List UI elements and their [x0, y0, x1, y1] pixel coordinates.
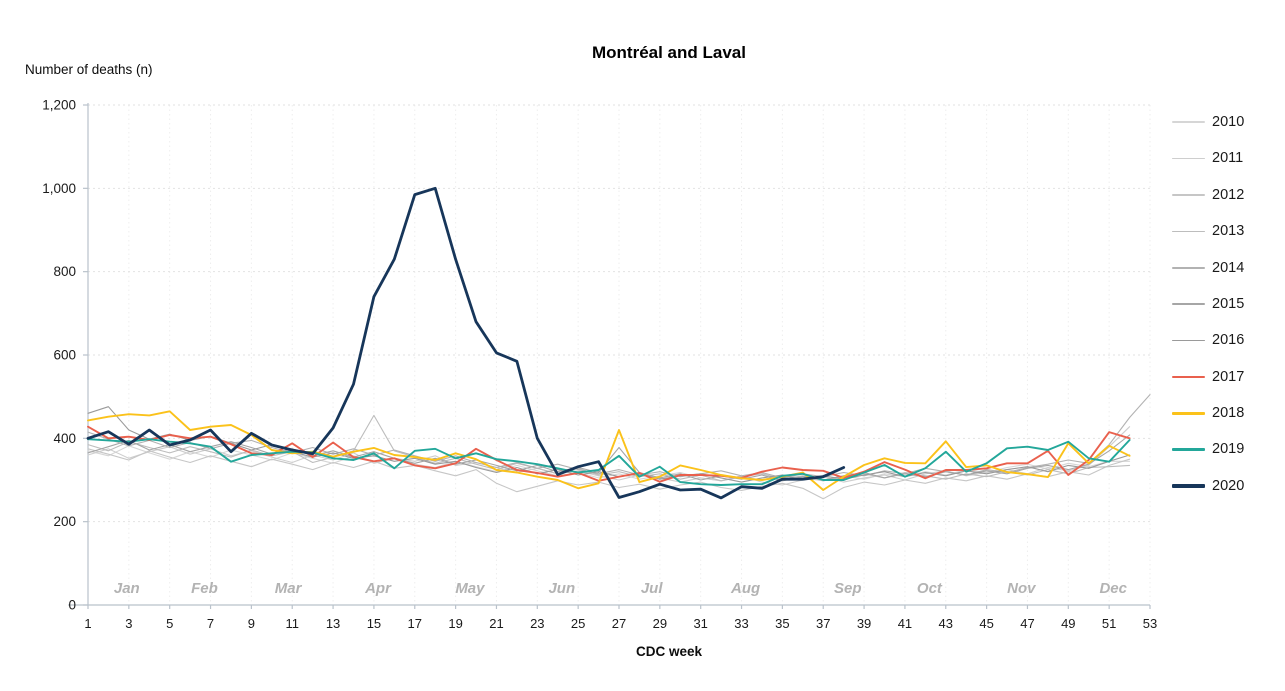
legend-item-2012: 2012 — [1172, 177, 1282, 213]
legend-swatch-2018 — [1172, 412, 1205, 415]
series-line-2020 — [86, 186, 846, 500]
legend-swatch-2014 — [1172, 267, 1205, 269]
legend-item-2016: 2016 — [1172, 322, 1282, 358]
series-line-2012 — [87, 448, 1131, 500]
series-line-2013 — [87, 414, 1131, 482]
legend-swatch-2013 — [1172, 230, 1205, 233]
month-label-sep: Sep — [834, 580, 862, 597]
month-label-may: May — [455, 580, 485, 597]
month-label-jun: Jun — [548, 580, 575, 597]
x-tick-label: 17 — [408, 616, 422, 631]
legend-label-2017: 2017 — [1212, 368, 1245, 385]
x-tick-label: 39 — [857, 616, 871, 631]
y-axis-title: Number of deaths (n) — [25, 62, 153, 77]
x-tick-label: 35 — [775, 616, 789, 631]
legend-label-2014: 2014 — [1212, 259, 1245, 276]
x-tick-label: 15 — [367, 616, 381, 631]
legend-swatch-2010 — [1172, 121, 1205, 123]
month-label-oct: Oct — [917, 580, 943, 597]
legend-label-2019: 2019 — [1212, 441, 1245, 458]
y-tick-label: 0 — [68, 598, 76, 613]
legend-swatch-2020 — [1172, 484, 1205, 488]
x-tick-label: 53 — [1143, 616, 1157, 631]
legend-label-2010: 2010 — [1212, 113, 1245, 130]
legend-item-2017: 2017 — [1172, 359, 1282, 395]
x-tick-label: 7 — [207, 616, 214, 631]
y-tick-label: 600 — [53, 348, 76, 363]
x-tick-label: 3 — [125, 616, 132, 631]
x-tick-label: 27 — [612, 616, 626, 631]
legend-label-2018: 2018 — [1212, 405, 1245, 422]
month-label-nov: Nov — [1007, 580, 1037, 597]
x-tick-label: 29 — [653, 616, 667, 631]
legend-swatch-2015 — [1172, 303, 1205, 305]
month-label-aug: Aug — [730, 580, 760, 597]
x-tick-label: 43 — [939, 616, 953, 631]
x-tick-label: 51 — [1102, 616, 1116, 631]
legend-label-2011: 2011 — [1212, 150, 1244, 167]
x-tick-label: 25 — [571, 616, 585, 631]
x-tick-label: 49 — [1061, 616, 1075, 631]
legend-label-2015: 2015 — [1212, 295, 1245, 312]
chart-title: Montréal and Laval — [592, 43, 746, 62]
x-tick-label: 11 — [285, 616, 299, 631]
legend-item-2013: 2013 — [1172, 213, 1282, 249]
series-line-2010 — [87, 445, 1131, 482]
legend-swatch-2011 — [1172, 157, 1205, 160]
legend-item-2010: 2010 — [1172, 104, 1282, 140]
month-label-jul: Jul — [641, 580, 664, 597]
x-tick-label: 37 — [816, 616, 830, 631]
x-tick-label: 13 — [326, 616, 340, 631]
y-tick-label: 800 — [53, 264, 76, 279]
legend-item-2018: 2018 — [1172, 395, 1282, 431]
x-tick-label: 41 — [898, 616, 912, 631]
series-line-2018 — [87, 410, 1131, 491]
x-tick-label: 1 — [84, 616, 91, 631]
x-tick-label: 47 — [1020, 616, 1034, 631]
legend-item-2019: 2019 — [1172, 432, 1282, 468]
y-tick-label: 200 — [53, 514, 76, 529]
x-tick-label: 21 — [489, 616, 503, 631]
legend-swatch-2016 — [1172, 339, 1205, 342]
y-tick-label: 400 — [53, 431, 76, 446]
legend-item-2011: 2011 — [1172, 140, 1282, 176]
month-label-dec: Dec — [1099, 580, 1127, 597]
legend-swatch-2017 — [1172, 375, 1205, 379]
series-line-2016 — [87, 406, 1131, 483]
legend-label-2013: 2013 — [1212, 223, 1245, 240]
series-line-2019 — [87, 438, 1131, 486]
x-tick-label: 45 — [979, 616, 993, 631]
y-tick-label: 1,000 — [42, 181, 76, 196]
legend-swatch-2019 — [1172, 448, 1205, 451]
x-tick-label: 19 — [448, 616, 462, 631]
y-tick-label: 1,200 — [42, 98, 76, 113]
x-tick-label: 9 — [248, 616, 255, 631]
month-label-jan: Jan — [114, 580, 140, 597]
x-tick-label: 31 — [693, 616, 707, 631]
x-tick-label: 33 — [734, 616, 748, 631]
legend-item-2015: 2015 — [1172, 286, 1282, 322]
legend-label-2020: 2020 — [1212, 477, 1245, 494]
legend-label-2012: 2012 — [1212, 186, 1245, 203]
legend-label-2016: 2016 — [1212, 332, 1245, 349]
legend-swatch-2012 — [1172, 194, 1205, 196]
legend-item-2014: 2014 — [1172, 250, 1282, 286]
month-label-mar: Mar — [275, 580, 303, 597]
month-label-apr: Apr — [364, 580, 392, 597]
x-axis-title: CDC week — [635, 644, 703, 659]
month-label-feb: Feb — [191, 580, 218, 597]
x-tick-label: 23 — [530, 616, 544, 631]
legend-item-2020: 2020 — [1172, 468, 1282, 504]
x-tick-label: 5 — [166, 616, 173, 631]
legend: 2010 2011 2012 2013 2014 2015 2016 2017 2018 2019… — [1172, 104, 1282, 504]
